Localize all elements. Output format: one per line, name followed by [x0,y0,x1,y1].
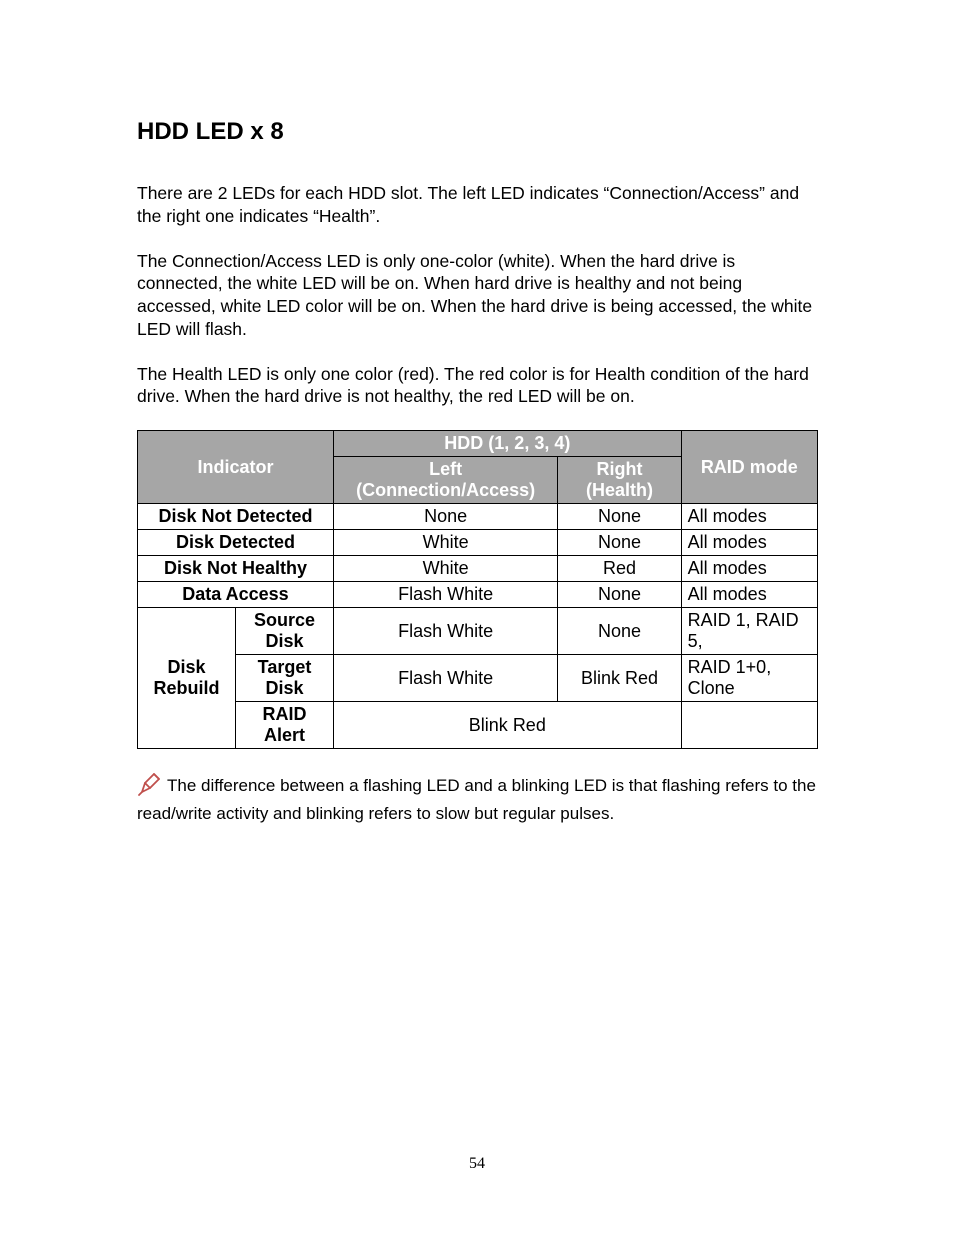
cell-right: Red [558,556,681,582]
page-title: HDD LED x 8 [137,118,817,146]
cell-left: Flash White [334,582,558,608]
row-label-disk-rebuild: Disk Rebuild [138,608,236,749]
cell-raid-line1: RAID 1, RAID 5, [681,608,817,655]
table-row: Data Access Flash White None All modes [138,582,818,608]
cell-raid: All modes [681,582,817,608]
intro-paragraph-3: The Health LED is only one color (red). … [137,363,817,409]
th-hdd-group: HDD (1, 2, 3, 4) [334,431,682,457]
row-label-data-access: Data Access [138,582,334,608]
intro-paragraph-2: The Connection/Access LED is only one-co… [137,250,817,341]
row-label-not-detected: Disk Not Detected [138,504,334,530]
pencil-icon [137,771,163,803]
note-paragraph: The difference between a flashing LED an… [137,771,817,825]
cell-raid-empty [681,702,817,749]
cell-blink-red: Blink Red [334,702,682,749]
th-raid-mode: RAID mode [681,431,817,504]
row-label-detected: Disk Detected [138,530,334,556]
table-header-row-1: Indicator HDD (1, 2, 3, 4) RAID mode [138,431,818,457]
cell-raid: All modes [681,504,817,530]
led-table: Indicator HDD (1, 2, 3, 4) RAID mode Lef… [137,430,818,749]
cell-raid: All modes [681,530,817,556]
th-right: Right (Health) [558,457,681,504]
row-label-not-healthy: Disk Not Healthy [138,556,334,582]
table-row: Disk Not Healthy White Red All modes [138,556,818,582]
cell-right: None [558,582,681,608]
cell-right: None [558,504,681,530]
row-label-source-disk: Source Disk [236,608,334,655]
table-row: Target Disk Flash White Blink Red RAID 1… [138,655,818,702]
cell-left: Flash White [334,655,558,702]
table-row: Disk Rebuild Source Disk Flash White Non… [138,608,818,655]
th-indicator: Indicator [138,431,334,504]
cell-right: None [558,608,681,655]
cell-left: White [334,556,558,582]
note-text: The difference between a flashing LED an… [137,776,816,823]
cell-left: White [334,530,558,556]
table-row: RAID Alert Blink Red [138,702,818,749]
intro-paragraph-1: There are 2 LEDs for each HDD slot. The … [137,182,817,228]
row-label-raid-alert: RAID Alert [236,702,334,749]
page-number: 54 [137,1155,817,1203]
cell-raid-line2: RAID 1+0, Clone [681,655,817,702]
cell-right: None [558,530,681,556]
th-left: Left (Connection/Access) [334,457,558,504]
cell-left: Flash White [334,608,558,655]
cell-right: Blink Red [558,655,681,702]
table-row: Disk Not Detected None None All modes [138,504,818,530]
cell-raid: All modes [681,556,817,582]
cell-left: None [334,504,558,530]
table-row: Disk Detected White None All modes [138,530,818,556]
row-label-target-disk: Target Disk [236,655,334,702]
